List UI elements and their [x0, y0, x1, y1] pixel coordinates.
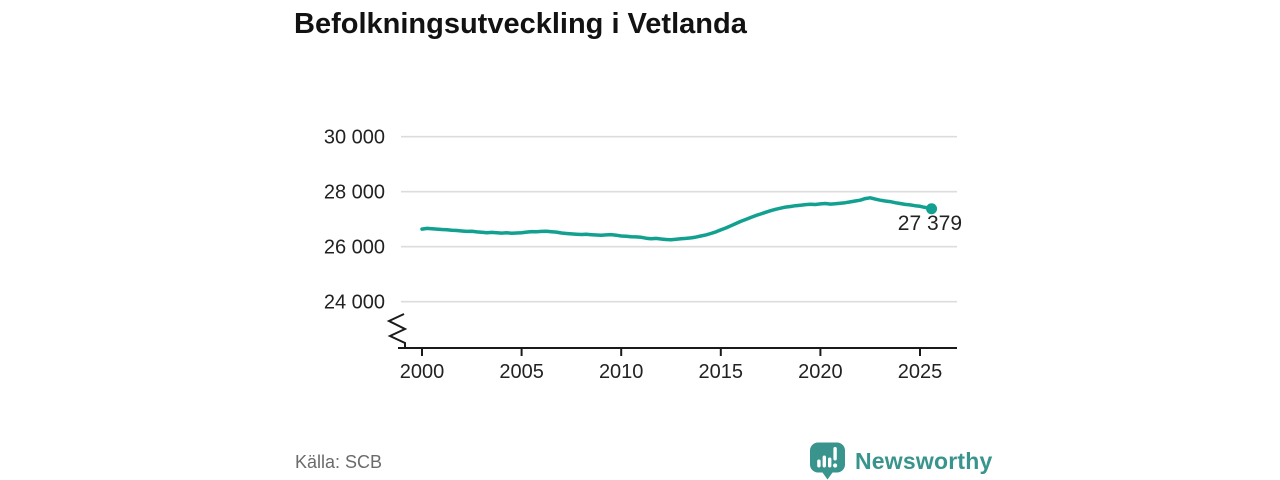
x-axis-tick-label: 2015 — [699, 361, 744, 383]
y-axis-tick-label: 30 000 — [324, 127, 385, 149]
population-line-chart: 30 000 28 000 26 000 24 000 2000 2005 2010 2015… — [324, 127, 962, 383]
source-note: Källa: SCB — [295, 452, 383, 472]
axis-break-icon — [386, 313, 408, 348]
latest-value-label: 27 379 — [898, 212, 962, 235]
x-axis-tick-label: 2000 — [400, 361, 445, 383]
y-axis-tick-label: 24 000 — [324, 292, 385, 314]
population-line — [420, 196, 934, 242]
x-axis-tick-label: 2025 — [898, 361, 943, 383]
y-axis-tick-label: 26 000 — [324, 237, 385, 259]
x-axis-tick-label: 2010 — [599, 361, 644, 383]
brand-name: Newsworthy — [855, 447, 993, 474]
y-axis-tick-label: 28 000 — [324, 182, 385, 204]
chart-title: Befolkningsutveckling i Vetlanda — [294, 8, 747, 40]
x-axis-tick-label: 2020 — [798, 361, 843, 383]
newsworthy-logo[interactable]: Newsworthy — [810, 442, 992, 480]
newsworthy-bubble-chart-icon — [810, 442, 845, 480]
latest-value-dot — [926, 203, 938, 215]
x-axis-tick-label: 2005 — [499, 361, 543, 383]
